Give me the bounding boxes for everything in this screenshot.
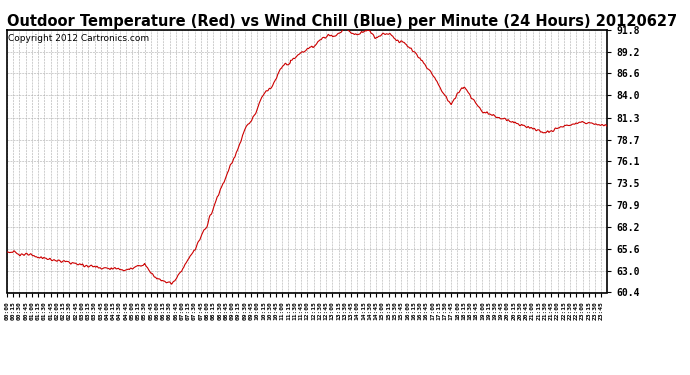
Text: Copyright 2012 Cartronics.com: Copyright 2012 Cartronics.com	[8, 34, 149, 43]
Text: Outdoor Temperature (Red) vs Wind Chill (Blue) per Minute (24 Hours) 20120627: Outdoor Temperature (Red) vs Wind Chill …	[7, 14, 677, 29]
